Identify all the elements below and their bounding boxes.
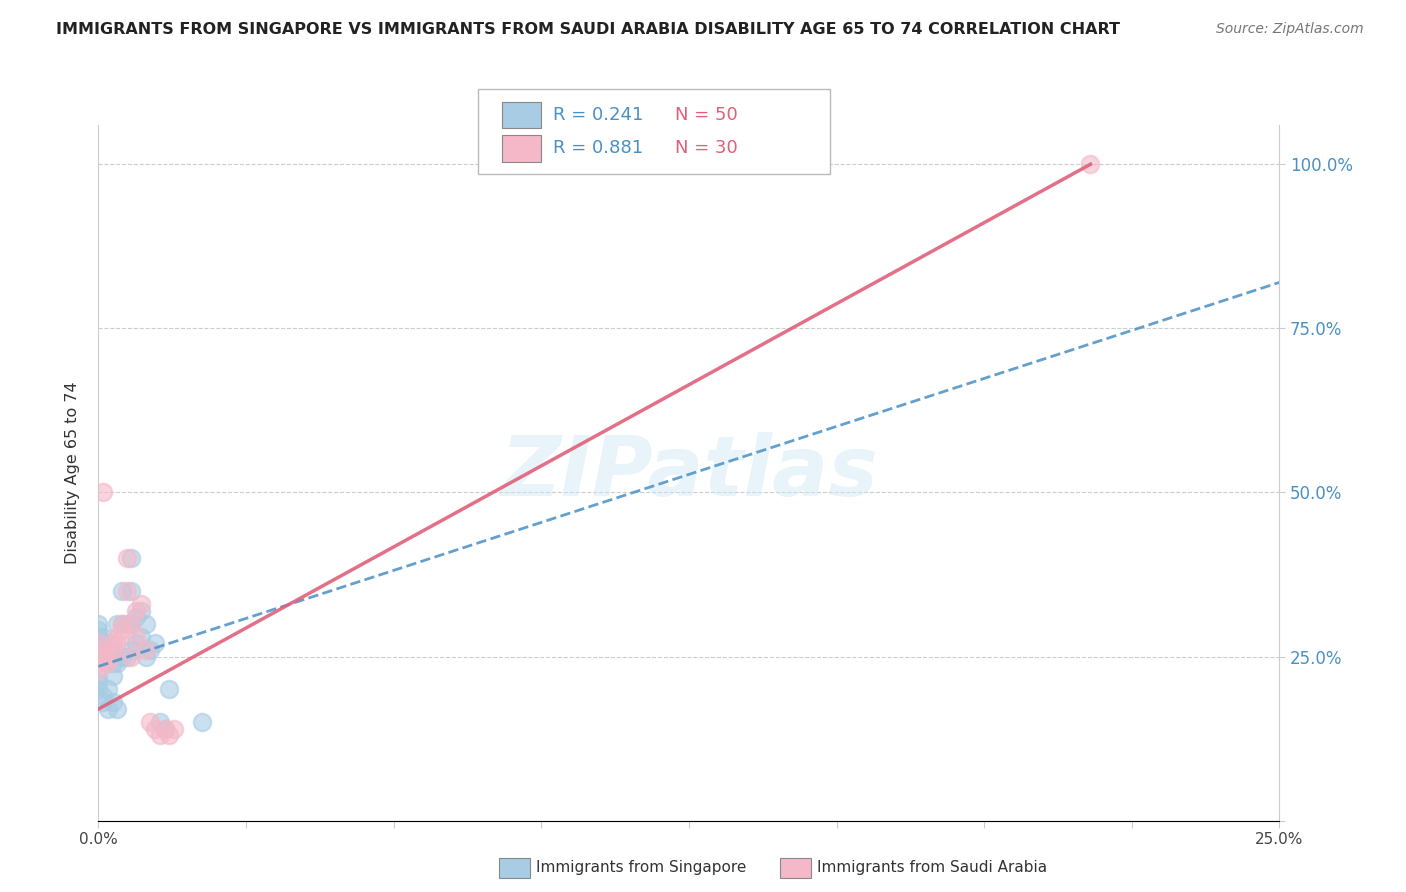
Point [157,728,180,742]
Point [97,702,120,716]
Point [87,624,110,638]
Point [87,663,110,677]
Point [139,715,162,730]
Point [97,649,120,664]
Text: N = 50: N = 50 [675,106,738,124]
Point [153,722,176,736]
Point [111,616,134,631]
Point [91,689,114,703]
Point [97,656,120,670]
Point [121,551,143,566]
Point [121,583,143,598]
Point [87,636,110,650]
Point [111,649,134,664]
Point [105,702,128,716]
Point [149,715,172,730]
Point [129,630,152,644]
Point [121,616,143,631]
Point [125,604,148,618]
Point [87,682,110,697]
Point [105,616,128,631]
Point [87,643,110,657]
Point [91,656,114,670]
Point [139,643,162,657]
Point [115,649,138,664]
Text: R = 0.241: R = 0.241 [553,106,643,124]
Point [87,675,110,690]
Point [105,649,128,664]
Text: R = 0.881: R = 0.881 [553,139,643,157]
Point [101,649,124,664]
Point [125,636,148,650]
Point [111,624,134,638]
Point [163,722,186,736]
Point [87,669,110,683]
Point [97,649,120,664]
Point [91,485,114,500]
Point [87,616,110,631]
Point [97,643,120,657]
Point [101,656,124,670]
Point [111,583,134,598]
Point [87,630,110,644]
Point [87,649,110,664]
Point [125,610,148,624]
Point [121,649,143,664]
Text: IMMIGRANTS FROM SINGAPORE VS IMMIGRANTS FROM SAUDI ARABIA DISABILITY AGE 65 TO 7: IMMIGRANTS FROM SINGAPORE VS IMMIGRANTS … [56,22,1121,37]
Point [91,643,114,657]
Point [115,616,138,631]
Point [105,630,128,644]
Point [157,682,180,697]
Point [135,643,157,657]
Point [91,630,114,644]
Point [143,636,166,650]
Point [91,649,114,664]
Point [111,616,134,631]
Point [115,583,138,598]
Point [101,636,124,650]
Point [125,630,148,644]
Point [1080,157,1102,171]
Text: Source: ZipAtlas.com: Source: ZipAtlas.com [1216,22,1364,37]
Text: ZIPatlas: ZIPatlas [501,433,877,513]
Point [91,649,114,664]
Point [97,656,120,670]
Point [105,656,128,670]
Point [101,696,124,710]
Y-axis label: Disability Age 65 to 74: Disability Age 65 to 74 [65,382,80,564]
Text: Immigrants from Saudi Arabia: Immigrants from Saudi Arabia [817,860,1047,874]
Point [129,597,152,611]
Point [153,722,176,736]
Point [91,696,114,710]
Point [105,636,128,650]
Point [101,643,124,657]
Point [101,669,124,683]
Text: N = 30: N = 30 [675,139,738,157]
Point [149,728,172,742]
Point [97,682,120,697]
Point [191,715,214,730]
Point [87,636,110,650]
Point [87,643,110,657]
Point [129,604,152,618]
Point [115,551,138,566]
Point [91,636,114,650]
Point [143,722,166,736]
Point [101,643,124,657]
Point [121,643,143,657]
Point [135,649,157,664]
Point [135,616,157,631]
Point [121,616,143,631]
Text: Immigrants from Singapore: Immigrants from Singapore [536,860,747,874]
Point [97,636,120,650]
